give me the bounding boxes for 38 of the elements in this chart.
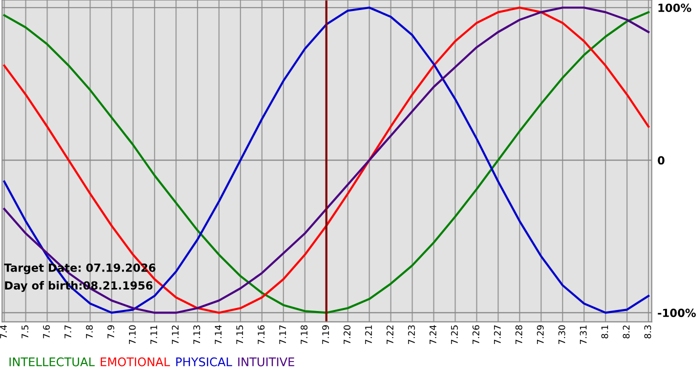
x-tick-label: 7.8: [86, 325, 93, 338]
x-tick-label: 7.18: [300, 325, 308, 344]
x-tick-label: 7.12: [172, 326, 179, 344]
x-tick-label: 7.4: [0, 325, 7, 338]
x-tick-label: 7.19: [322, 325, 329, 344]
x-tick-label: 7.22: [386, 326, 394, 344]
y-tick-label: -100%: [658, 308, 696, 318]
x-tick-label: 7.20: [344, 325, 350, 344]
x-tick-label: 7.14: [214, 325, 222, 344]
x-tick-label: 7.28: [515, 325, 522, 344]
x-tick-label: 8.3: [644, 325, 652, 338]
x-tick-label: 7.29: [536, 325, 544, 344]
x-tick-label: 7.11: [150, 325, 158, 344]
x-tick-label: 8.2: [622, 326, 630, 338]
x-tick-label: 7.27: [494, 325, 501, 344]
x-tick-label: 7.13: [193, 325, 200, 344]
x-tick-label: 7.15: [236, 325, 244, 344]
x-tick-label: 7.31: [580, 325, 587, 344]
x-tick-label: 7.10: [128, 325, 136, 344]
x-tick-label: 7.30: [558, 325, 566, 344]
text: INTUITIVE: [238, 358, 294, 366]
x-tick-label: 7.21: [365, 325, 372, 344]
x-tick-label: 7.23: [408, 325, 415, 344]
x-tick-label: 8.1: [601, 325, 608, 338]
x-tick-label: 7.6: [42, 325, 50, 338]
y-tick-label: 0: [658, 156, 664, 165]
text: INTELLECTUAL: [10, 357, 95, 366]
x-tick-label: 7.7: [64, 325, 72, 338]
x-tick-label: 7.5: [22, 325, 28, 338]
x-tick-label: 7.9: [107, 325, 114, 338]
y-tick-label: 100%: [658, 4, 692, 12]
x-tick-label: 7.25: [451, 325, 458, 344]
x-tick-label: 7.16: [258, 325, 265, 344]
x-tick-label: 7.24: [430, 325, 436, 344]
text: PHYSICAL: [176, 357, 232, 366]
text: EMOTIONAL: [100, 357, 170, 366]
x-tick-label: 7.26: [472, 325, 480, 344]
x-tick-label: 7.17: [279, 325, 286, 344]
